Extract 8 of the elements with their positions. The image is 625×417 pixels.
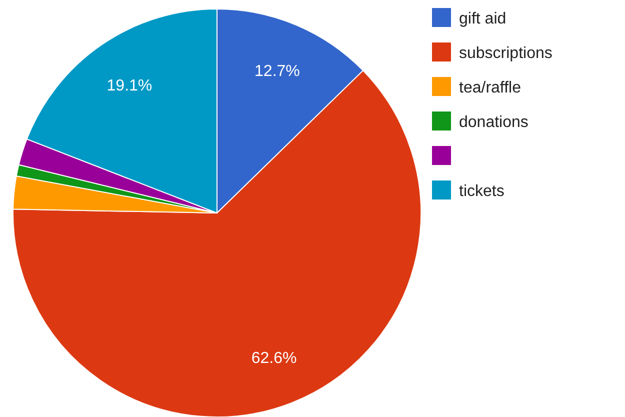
legend-label: gift aid	[459, 10, 506, 28]
legend-label: donations	[459, 114, 528, 132]
legend-label: tea/raffle	[459, 80, 522, 97]
data-label: 12.7%	[254, 62, 300, 80]
data-label: 19.1%	[106, 78, 152, 95]
legend-label: subscriptions	[459, 45, 552, 62]
legend-label: tickets	[459, 183, 504, 200]
data-label: 62.6%	[251, 350, 297, 367]
